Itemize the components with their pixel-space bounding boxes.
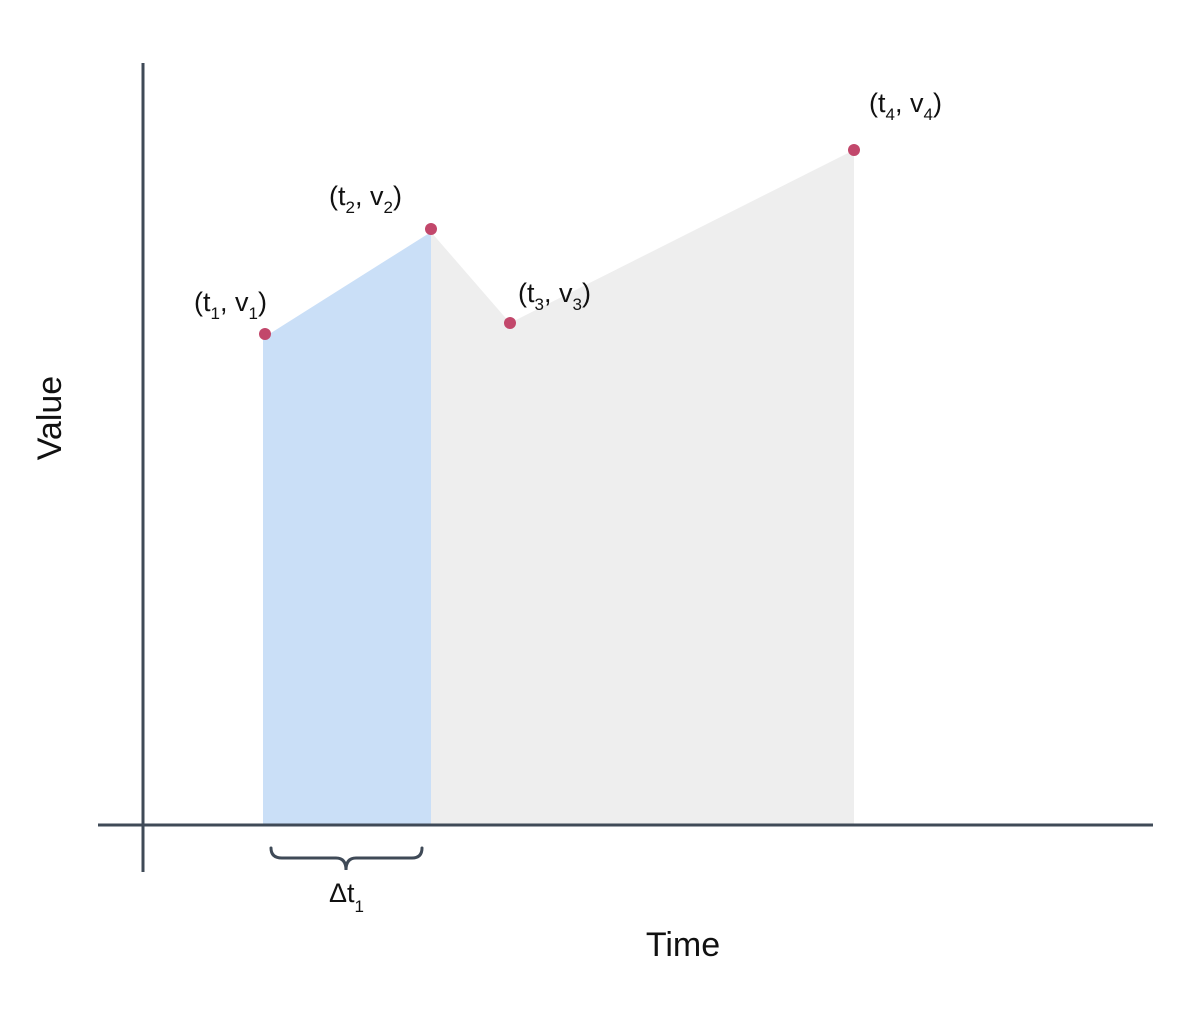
point-4: [848, 144, 860, 156]
point-1: [259, 328, 271, 340]
point-3-label: (t3, v3): [518, 278, 591, 314]
point-4-label: (t4, v4): [869, 88, 942, 124]
x-axis-label: Time: [646, 926, 720, 964]
point-2: [425, 223, 437, 235]
point-2-label: (t2, v2): [329, 181, 402, 217]
point-3: [504, 317, 516, 329]
y-axis-label: Value: [31, 376, 69, 460]
remaining-area: [431, 150, 854, 825]
interval-label: Δt1: [329, 878, 364, 916]
point-1-label: (t1, v1): [194, 287, 267, 323]
highlighted-interval-area: [263, 232, 431, 825]
interval-brace: [269, 846, 424, 871]
